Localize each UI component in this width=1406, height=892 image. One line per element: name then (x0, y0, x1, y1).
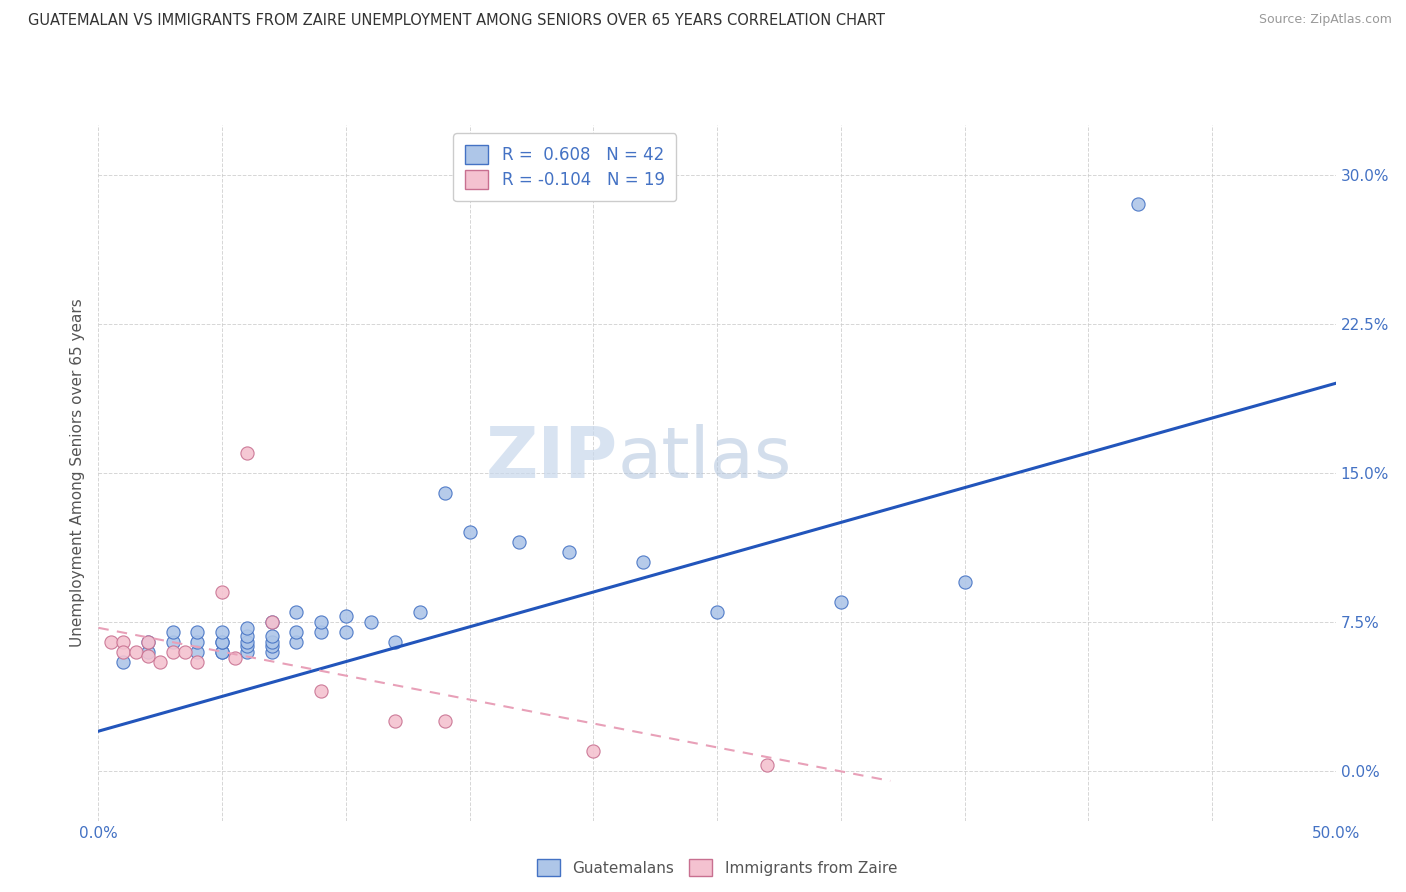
Point (112, 634, 135, 648)
Point (285, 605, 308, 619)
Point (260, 615, 283, 629)
Point (186, 645, 208, 659)
Point (211, 645, 233, 659)
Point (309, 624, 332, 639)
Text: Source: ZipAtlas.com: Source: ZipAtlas.com (1258, 13, 1392, 27)
Point (112, 645, 135, 659)
Point (100, 634, 122, 648)
Text: ZIP: ZIP (486, 425, 619, 493)
Point (162, 624, 184, 639)
Point (335, 608, 357, 623)
Point (162, 634, 184, 648)
Point (755, 758, 778, 772)
Point (582, 744, 605, 758)
Point (260, 634, 283, 648)
Point (433, 714, 456, 729)
Point (260, 639, 283, 653)
Point (285, 624, 308, 639)
Point (830, 595, 852, 609)
Point (557, 545, 579, 559)
Point (384, 714, 406, 729)
Point (433, 485, 456, 500)
Point (309, 684, 332, 698)
Point (186, 655, 208, 669)
Point (162, 645, 184, 659)
Point (285, 634, 308, 648)
Point (508, 535, 530, 549)
Legend: Guatemalans, Immigrants from Zaire: Guatemalans, Immigrants from Zaire (531, 853, 903, 882)
Point (211, 634, 233, 648)
Point (124, 645, 146, 659)
Point (953, 575, 976, 590)
Point (236, 629, 259, 643)
Point (224, 650, 246, 665)
Point (136, 648, 159, 663)
Point (236, 621, 259, 635)
Point (236, 645, 259, 659)
Point (1126, 197, 1149, 211)
Point (236, 446, 259, 460)
Point (631, 555, 654, 569)
Point (149, 655, 172, 669)
Point (136, 634, 159, 648)
Text: atlas: atlas (619, 425, 793, 493)
Point (174, 645, 197, 659)
Point (136, 634, 159, 648)
Point (260, 615, 283, 629)
Point (706, 605, 728, 619)
Point (236, 634, 259, 648)
Point (186, 624, 208, 639)
Point (211, 645, 233, 659)
Point (260, 629, 283, 643)
Point (309, 615, 332, 629)
Point (458, 525, 481, 540)
Point (136, 645, 159, 659)
Point (211, 585, 233, 599)
Point (211, 624, 233, 639)
Point (409, 605, 432, 619)
Text: GUATEMALAN VS IMMIGRANTS FROM ZAIRE UNEMPLOYMENT AMONG SENIORS OVER 65 YEARS COR: GUATEMALAN VS IMMIGRANTS FROM ZAIRE UNEM… (28, 13, 886, 29)
Point (260, 645, 283, 659)
Point (360, 615, 382, 629)
Point (211, 634, 233, 648)
Point (186, 634, 208, 648)
Point (384, 634, 406, 648)
Point (236, 639, 259, 653)
Y-axis label: Unemployment Among Seniors over 65 years: Unemployment Among Seniors over 65 years (69, 299, 84, 647)
Point (335, 624, 357, 639)
Point (112, 655, 135, 669)
